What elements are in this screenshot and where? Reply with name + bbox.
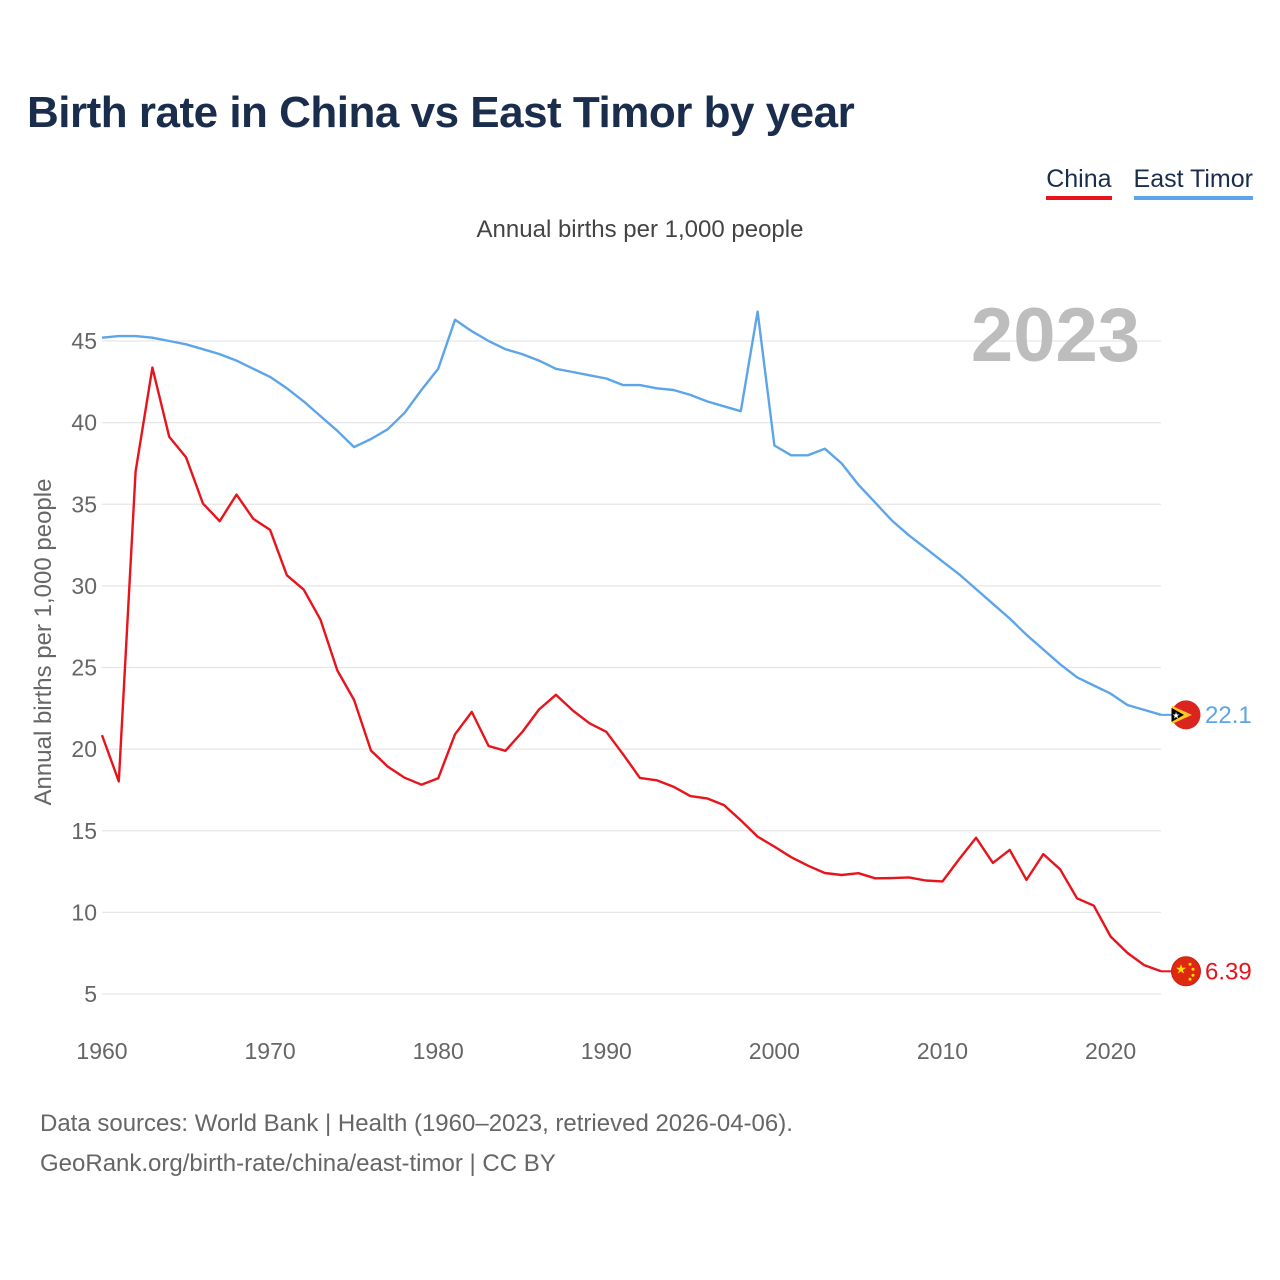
- x-tick-label: 1970: [245, 1038, 296, 1064]
- china-flag-icon: ★: [1171, 956, 1201, 987]
- svg-text:★: ★: [1172, 711, 1180, 721]
- footer-link[interactable]: GeoRank.org/birth-rate/china/east-timor …: [40, 1150, 556, 1177]
- x-tick-label: 1960: [76, 1038, 127, 1064]
- y-tick-label: 5: [84, 981, 97, 1007]
- chart-title: Birth rate in China vs East Timor by yea…: [27, 88, 855, 137]
- series-line-china[interactable]: [100, 366, 1162, 973]
- end-value-label-china: 6.39: [1205, 958, 1252, 985]
- y-tick-label: 45: [71, 328, 97, 354]
- svg-text:★: ★: [1175, 962, 1187, 977]
- y-axis-title: Annual births per 1,000 people: [30, 479, 57, 806]
- series-endpoints: ★ 6.39 ★ 22.1: [1161, 700, 1252, 987]
- grid-lines: [102, 340, 1161, 995]
- y-tick-label: 25: [71, 655, 97, 681]
- x-tick-label: 1980: [413, 1038, 464, 1064]
- year-watermark: 2023: [971, 293, 1140, 378]
- x-tick-label: 2020: [1085, 1038, 1136, 1064]
- x-tick-labels: 1960 1970 1980 1990 2000 2010 2020: [76, 1038, 1136, 1064]
- legend-item-east-timor[interactable]: East Timor: [1133, 164, 1253, 200]
- chart-subtitle: Annual births per 1,000 people: [476, 216, 804, 243]
- footer-sources: Data sources: World Bank | Health (1960–…: [40, 1110, 793, 1137]
- y-tick-labels: 5 10 15 20 25 30 35 40 45: [71, 328, 97, 1007]
- east-timor-flag-icon: ★: [1171, 700, 1201, 730]
- y-tick-label: 20: [71, 736, 97, 762]
- series-line-east-timor[interactable]: [101, 310, 1162, 716]
- end-value-label-east-timor: 22.1: [1205, 702, 1252, 729]
- x-tick-label: 2000: [749, 1038, 800, 1064]
- footer: Data sources: World Bank | Health (1960–…: [40, 1104, 793, 1184]
- plot-area: 2023 5 10 15 20 25 30 35 40 45 1960 1970 1980 1990 2…: [30, 293, 1252, 1064]
- legend-item-china[interactable]: China: [1046, 164, 1112, 200]
- y-tick-label: 10: [71, 899, 97, 925]
- y-tick-label: 15: [71, 818, 97, 844]
- x-tick-label: 2010: [917, 1038, 968, 1064]
- legend: China East Timor: [1046, 164, 1253, 200]
- y-tick-label: 40: [71, 410, 97, 436]
- x-tick-label: 1990: [581, 1038, 632, 1064]
- y-tick-label: 35: [71, 491, 97, 517]
- series-lines: [100, 310, 1162, 973]
- y-tick-label: 30: [71, 573, 97, 599]
